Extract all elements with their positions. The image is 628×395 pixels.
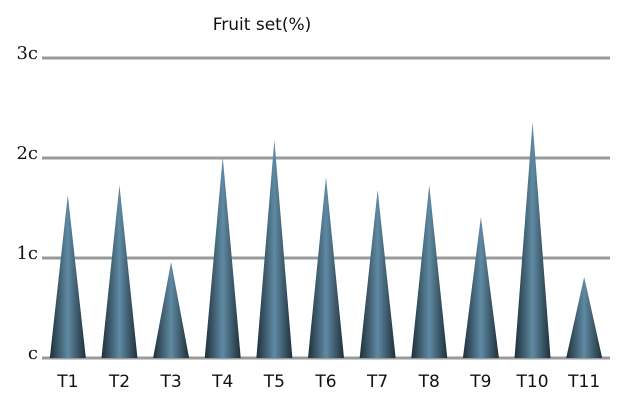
y-tick-label: 2c	[16, 143, 38, 164]
x-tick-label: T10	[516, 372, 549, 392]
cone-bar	[463, 217, 499, 358]
x-tick-label: T7	[366, 372, 388, 392]
chart-title: Fruit set(%)	[213, 15, 312, 35]
y-tick-label: c	[28, 343, 38, 364]
x-tick-label: T4	[211, 372, 233, 392]
x-tick-label: T9	[469, 372, 491, 392]
cone-bar	[101, 185, 137, 358]
cone-bar	[256, 140, 292, 358]
x-tick-label: T11	[567, 372, 600, 392]
y-tick-label: 1c	[16, 243, 38, 264]
cone-bar	[153, 262, 189, 358]
x-tick-label: T6	[314, 372, 336, 392]
chart: Fruit set(%) c 1c 2c 3c T1 T2 T3 T4 T5 T6 T7 T8 T9 T1…	[0, 0, 628, 395]
y-tick-label: 3c	[16, 43, 38, 64]
x-tick-label: T2	[108, 372, 130, 392]
x-tick-label: T5	[263, 372, 285, 392]
x-tick-label: T8	[418, 372, 440, 392]
cone-bar	[411, 185, 447, 358]
cone-bar	[360, 190, 396, 358]
x-tick-label: T3	[159, 372, 181, 392]
cone-bar	[50, 195, 86, 358]
x-tick-label: T1	[56, 372, 78, 392]
cone-bar	[308, 177, 344, 358]
cone-bar	[566, 277, 602, 358]
